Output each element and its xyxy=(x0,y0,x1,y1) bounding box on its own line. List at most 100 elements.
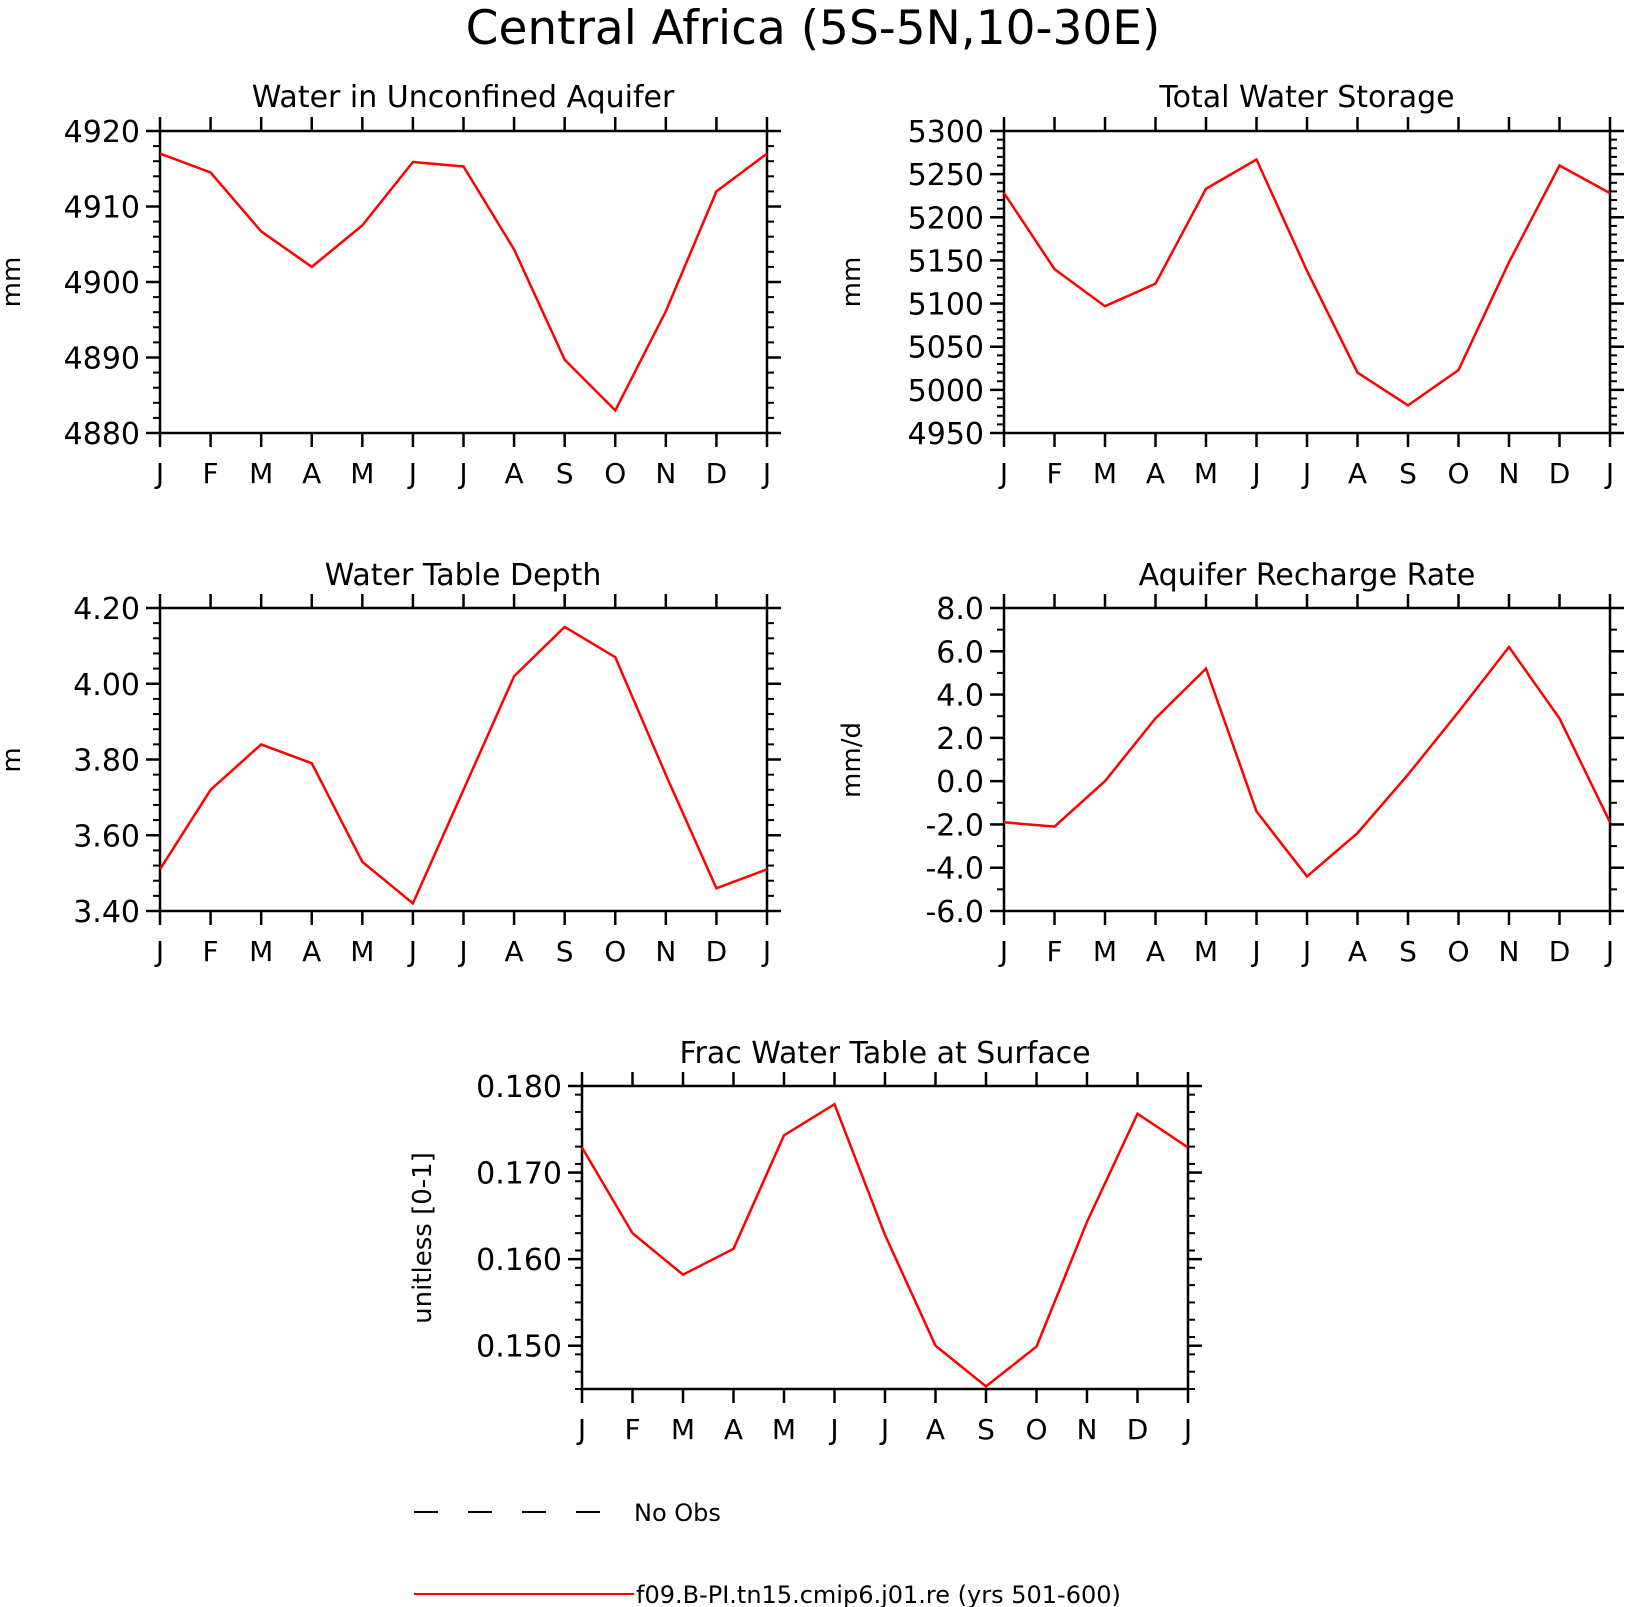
y-tick-label: -2.0 xyxy=(925,808,984,843)
y-tick-label: 4.0 xyxy=(936,679,984,714)
x-tick-label: A xyxy=(724,1413,743,1446)
x-tick-label: D xyxy=(706,935,728,968)
legend: No Obs f09.B-PI.tn15.cmip6.j01.re (yrs 5… xyxy=(414,1499,1121,1607)
x-tick-label: A xyxy=(1146,935,1165,968)
y-tick-label: 2.0 xyxy=(936,722,984,757)
x-tick-label: M xyxy=(1194,935,1218,968)
legend-label-model-run: f09.B-PI.tn15.cmip6.j01.re (yrs 501-600) xyxy=(636,1581,1121,1607)
x-tick-label: S xyxy=(556,935,574,968)
y-tick-label: 3.60 xyxy=(73,819,140,854)
x-tick-label: N xyxy=(1499,935,1520,968)
plot-area: -6.0-4.0-2.00.02.04.06.08.0J F M A M J J A S O N D J xyxy=(925,592,1624,968)
x-tick-label: J xyxy=(998,935,1008,968)
x-tick-label: J xyxy=(576,1413,586,1446)
x-tick-label: J xyxy=(407,457,417,490)
x-tick-label: M xyxy=(350,457,374,490)
x-tick-label: J xyxy=(1182,1413,1192,1446)
x-tick-label: S xyxy=(1399,457,1417,490)
x-tick-label: D xyxy=(1549,935,1571,968)
plot-frame xyxy=(1002,129,1612,435)
x-tick-label: F xyxy=(203,935,219,968)
y-axis-label: m xyxy=(0,747,27,772)
y-tick-label: 4.20 xyxy=(73,592,140,627)
x-tick-label: M xyxy=(350,935,374,968)
chart-panel-frac-water-table-at-surface: Frac Water Table at Surface unitless [0-… xyxy=(408,1036,1202,1446)
figure-title: Central Africa (5S-5N,10-30E) xyxy=(466,1,1161,56)
y-tick-label: 5050 xyxy=(908,331,984,366)
x-tick-label: J xyxy=(154,457,164,490)
x-tick-label: F xyxy=(624,1413,640,1446)
panel-title: Aquifer Recharge Rate xyxy=(1139,558,1476,593)
y-tick-label: 8.0 xyxy=(936,592,984,627)
y-tick-label: 5000 xyxy=(908,374,984,409)
x-tick-label: J xyxy=(828,1413,838,1446)
series-line xyxy=(580,1102,1189,1388)
x-tick-label: J xyxy=(1301,457,1311,490)
panel-title: Water Table Depth xyxy=(325,558,602,593)
x-tick-label: A xyxy=(1348,457,1367,490)
y-tick-label: -4.0 xyxy=(925,852,984,887)
x-tick-label: A xyxy=(926,1413,945,1446)
y-axis-label: mm xyxy=(0,257,27,308)
chart-panel-water-in-unconfined-aquifer: Water in Unconfined Aquifer mm 4880 4890 4… xyxy=(0,80,781,490)
y-tick-label: 3.40 xyxy=(73,895,140,930)
y-tick-label: 5150 xyxy=(908,244,984,279)
x-tick-label: N xyxy=(1077,1413,1098,1446)
x-tick-label: M xyxy=(772,1413,796,1446)
x-tick-label: F xyxy=(1046,457,1062,490)
x-tick-label: F xyxy=(1046,935,1062,968)
x-tick-label: M xyxy=(1194,457,1218,490)
x-tick-label: O xyxy=(1025,1413,1047,1446)
x-tick-label: A xyxy=(505,457,524,490)
series-line xyxy=(158,625,768,906)
x-tick-label: D xyxy=(706,457,728,490)
series-line xyxy=(1002,157,1611,407)
y-tick-label: -6.0 xyxy=(925,895,984,930)
x-tick-label: J xyxy=(761,935,771,968)
y-tick-label: 6.0 xyxy=(936,635,984,670)
x-tick-label: J xyxy=(154,935,164,968)
y-tick-label: 0.180 xyxy=(476,1070,562,1105)
x-tick-label: J xyxy=(761,457,771,490)
y-tick-label: 5200 xyxy=(908,201,984,236)
y-tick-label: 5250 xyxy=(908,158,984,193)
y-tick-label: 4.00 xyxy=(73,668,140,703)
x-tick-label: M xyxy=(249,457,273,490)
x-tick-label: F xyxy=(203,457,219,490)
x-tick-label: S xyxy=(1399,935,1417,968)
y-tick-label: 0.150 xyxy=(476,1330,562,1365)
x-tick-label: O xyxy=(604,935,626,968)
panel-title: Water in Unconfined Aquifer xyxy=(252,80,675,115)
y-tick-label: 5300 xyxy=(908,115,984,150)
y-tick-label: 5100 xyxy=(908,288,984,323)
chart-panel-total-water-storage: Total Water Storage mm 4950 5000 5050 5100 5… xyxy=(837,80,1624,490)
chart-panel-aquifer-recharge-rate: Aquifer Recharge Rate mm/d -6.0 -4.0 -2.0 0… xyxy=(837,558,1624,968)
y-axis-label: unitless [0-1] xyxy=(408,1152,438,1324)
y-tick-label: 4920 xyxy=(64,115,140,150)
y-tick-label: 4890 xyxy=(64,342,140,377)
legend-label-no-obs: No Obs xyxy=(634,1499,721,1527)
x-tick-label: J xyxy=(1301,935,1311,968)
x-tick-label: O xyxy=(1447,457,1469,490)
x-tick-label: O xyxy=(604,457,626,490)
x-tick-label: A xyxy=(302,457,321,490)
x-tick-label: J xyxy=(1250,935,1260,968)
y-tick-label: 0.170 xyxy=(476,1157,562,1192)
panel-title: Total Water Storage xyxy=(1158,80,1454,115)
x-tick-label: M xyxy=(1093,935,1117,968)
y-tick-label: 4900 xyxy=(64,266,140,301)
y-tick-label: 3.80 xyxy=(73,744,140,779)
x-tick-label: J xyxy=(1604,457,1614,490)
plot-frame xyxy=(1002,606,1612,913)
x-tick-label: J xyxy=(457,935,467,968)
x-tick-label: J xyxy=(879,1413,889,1446)
y-tick-label: 0.160 xyxy=(476,1243,562,1278)
x-tick-label: J xyxy=(1604,935,1614,968)
y-tick-label: 4910 xyxy=(64,191,140,226)
x-tick-label: N xyxy=(1499,457,1520,490)
x-tick-label: N xyxy=(655,457,676,490)
y-tick-label: 0.0 xyxy=(936,765,984,800)
x-tick-label: A xyxy=(1146,457,1165,490)
y-tick-label: 4880 xyxy=(64,417,140,452)
